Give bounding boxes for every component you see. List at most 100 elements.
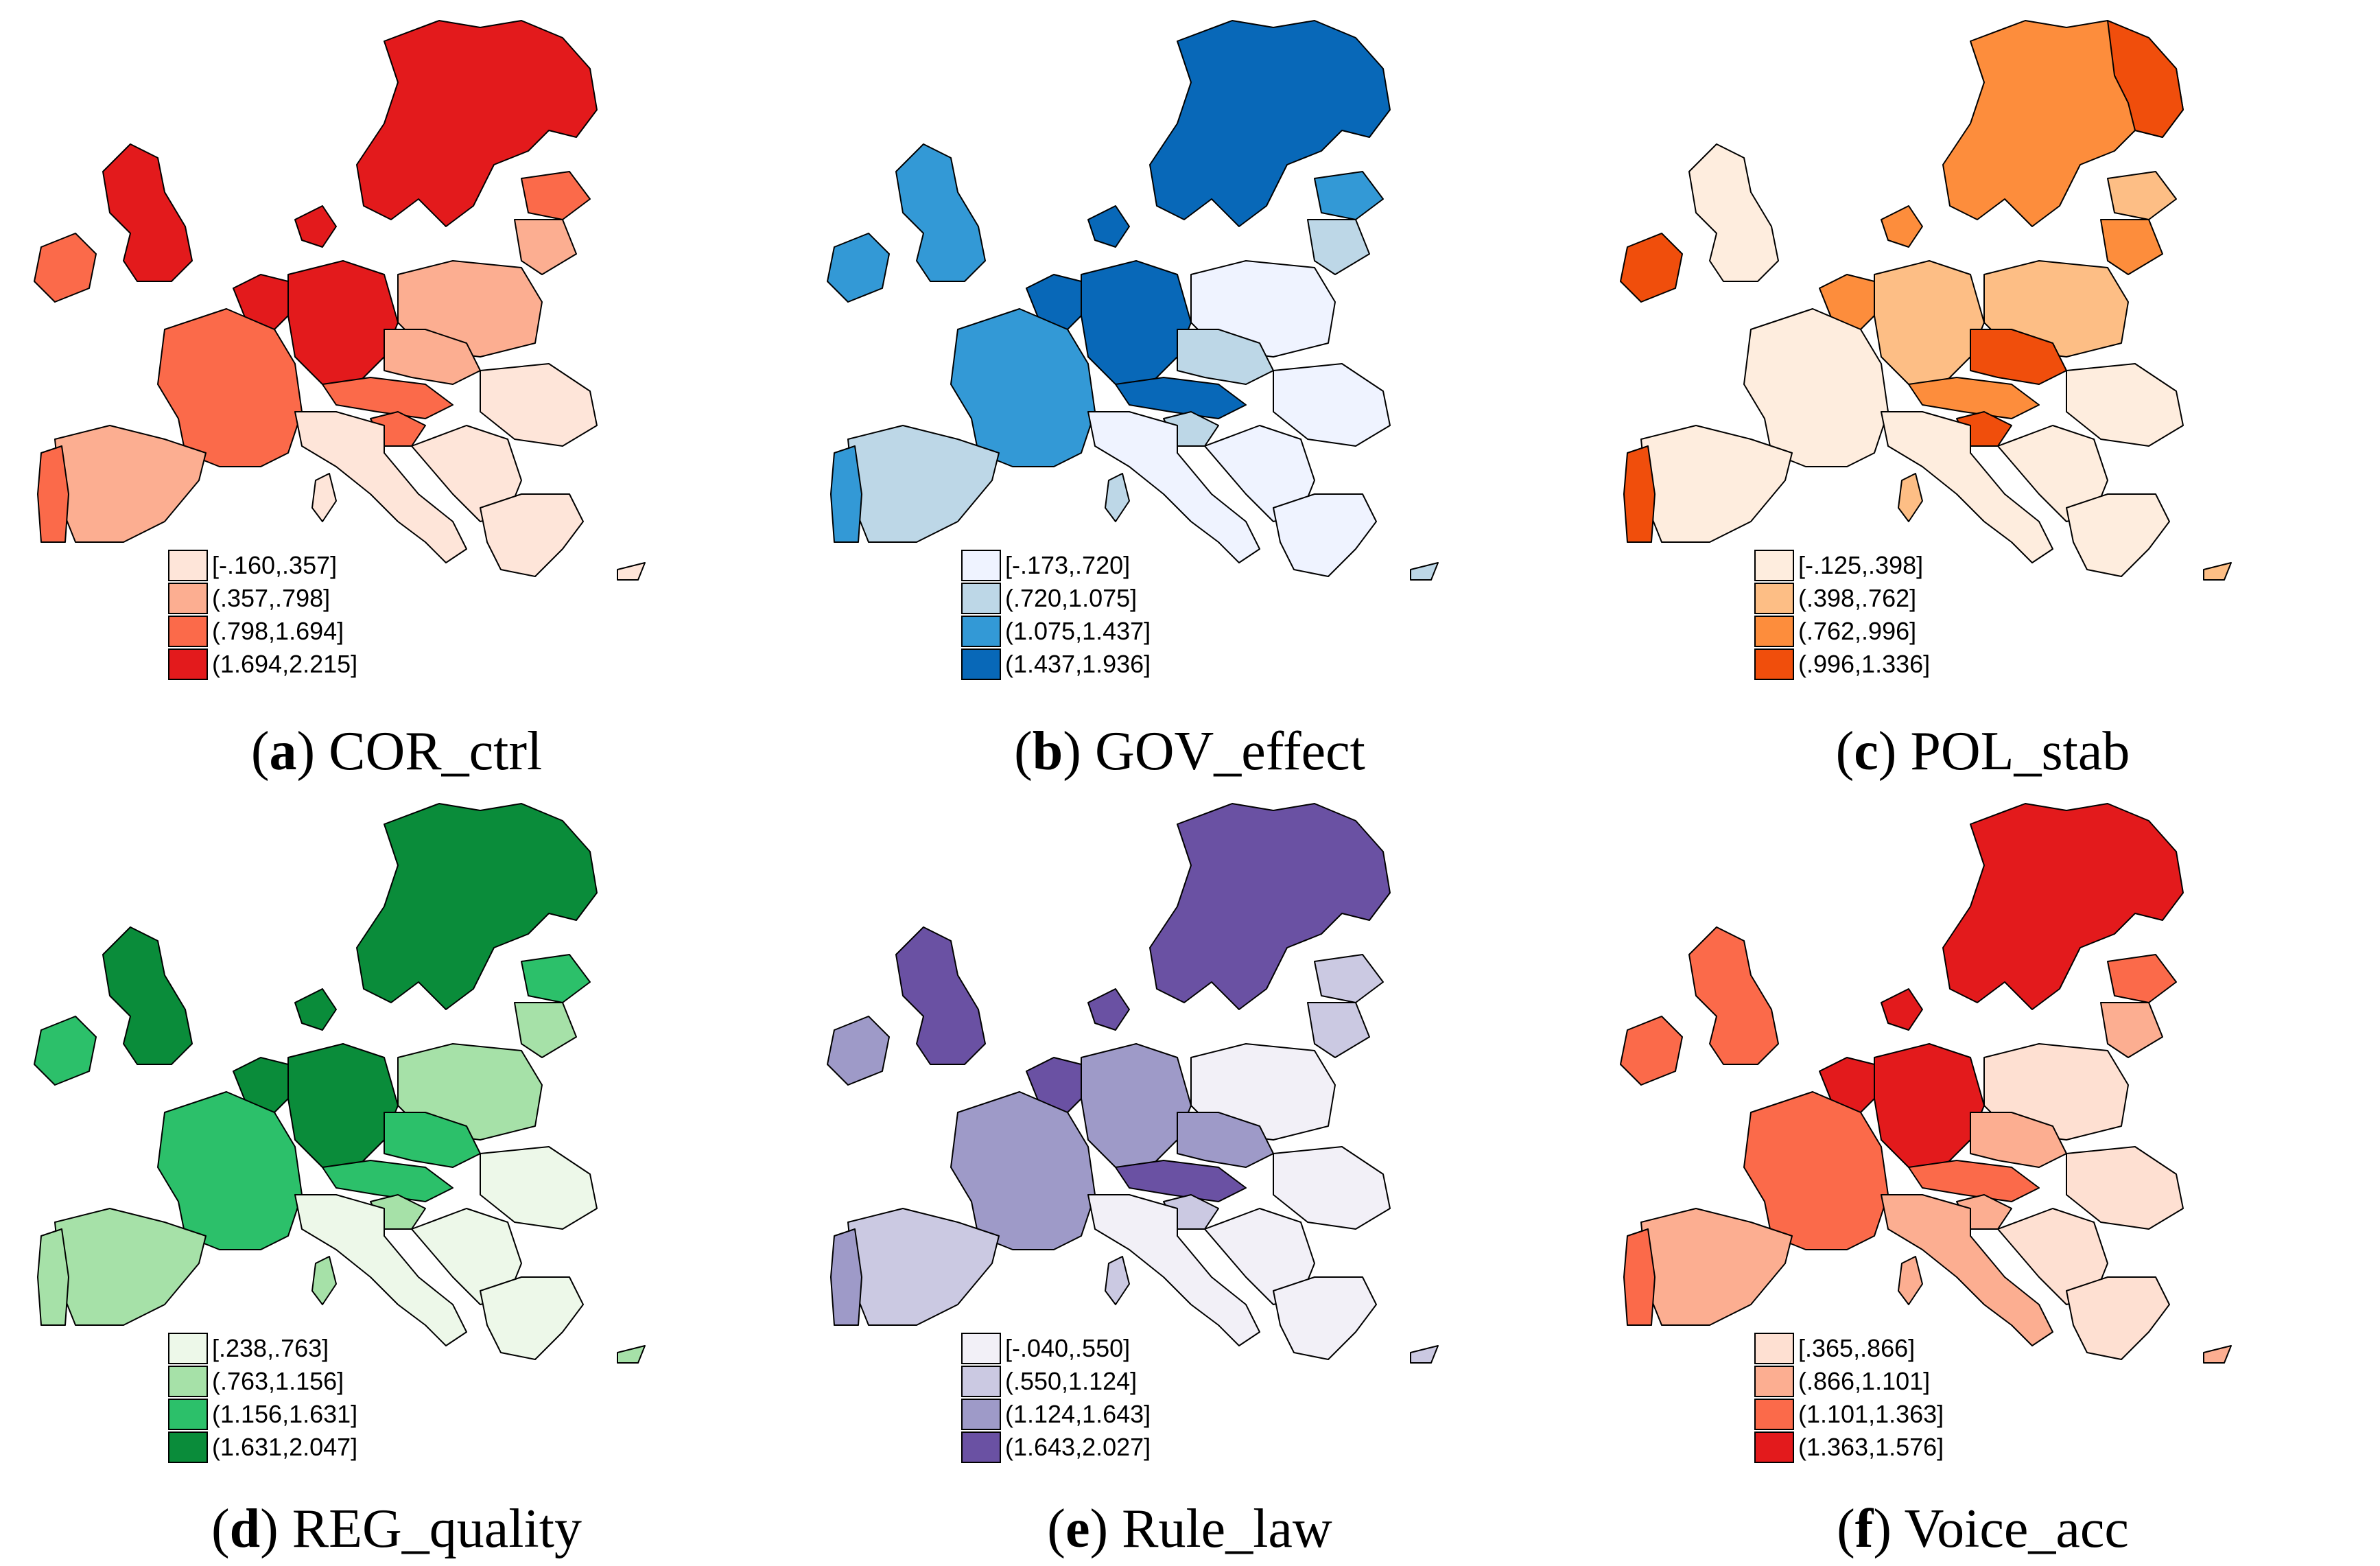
region-romania xyxy=(480,1146,598,1230)
region-iberia xyxy=(54,425,207,543)
legend-row: (1.437,1.936] xyxy=(961,648,1151,681)
map-f xyxy=(1620,803,2232,1364)
region-iberia xyxy=(1640,425,1793,543)
legend-label: (.996,1.336] xyxy=(1798,650,1931,678)
region-greece xyxy=(2066,1276,2170,1360)
legend-swatch xyxy=(961,1399,1001,1430)
legend-c: [-.125,.398] (.398,.762] (.762,.996] (.996,… xyxy=(1754,549,1930,681)
region-austria xyxy=(322,1160,453,1202)
region-nordic xyxy=(1942,803,2184,1010)
region-central xyxy=(1177,1112,1274,1168)
legend-swatch xyxy=(961,648,1001,680)
legend-row: (1.631,2.047] xyxy=(168,1431,357,1464)
legend-row: [.365,.866] xyxy=(1754,1332,1944,1365)
region-islands xyxy=(311,1256,646,1364)
region-germany xyxy=(1874,1043,1985,1168)
region-portugal xyxy=(830,445,862,543)
region-baltics_n xyxy=(2107,171,2177,220)
region-denmark xyxy=(1881,988,1923,1031)
legend-row: [-.160,.357] xyxy=(168,549,357,582)
region-iberia xyxy=(847,1208,1000,1326)
legend-swatch xyxy=(1754,616,1794,647)
legend-row: (.798,1.694] xyxy=(168,615,357,648)
legend-label: (1.643,2.027] xyxy=(1005,1433,1151,1461)
region-islands xyxy=(1105,473,1439,581)
legend-label: (.550,1.124] xyxy=(1005,1367,1138,1395)
panel-b: [-.173,.720] (.720,1.075] (1.075,1.437] (1.… xyxy=(793,0,1586,783)
region-central xyxy=(1177,329,1274,385)
legend-label: (1.694,2.215] xyxy=(212,650,358,678)
legend-swatch xyxy=(168,1333,208,1364)
region-central xyxy=(384,329,481,385)
region-portugal xyxy=(1623,1228,1656,1326)
region-italy xyxy=(294,411,467,563)
region-finland xyxy=(2107,20,2184,138)
legend-row: (.357,.798] xyxy=(168,582,357,615)
region-denmark xyxy=(1087,205,1130,248)
region-italy xyxy=(1881,411,2053,563)
legend-row: (1.124,1.643] xyxy=(961,1398,1151,1431)
region-portugal xyxy=(830,1228,862,1326)
region-romania xyxy=(2066,363,2184,447)
legend-label: (1.363,1.576] xyxy=(1798,1433,1944,1461)
legend-label: (1.437,1.936] xyxy=(1005,650,1151,678)
legend-row: (1.101,1.363] xyxy=(1754,1398,1944,1431)
legend-swatch xyxy=(1754,648,1794,680)
caption-f: (f) Voice_acc xyxy=(1837,1499,2129,1559)
region-austria xyxy=(1115,377,1247,419)
legend-swatch xyxy=(168,583,208,614)
map-b xyxy=(827,20,1439,581)
region-greece xyxy=(2066,493,2170,577)
region-iberia xyxy=(54,1208,207,1326)
legend-label: [-.160,.357] xyxy=(212,551,338,579)
legend-swatch xyxy=(168,1399,208,1430)
caption-d: (d) REG_quality xyxy=(211,1499,582,1559)
region-france xyxy=(1743,1091,1889,1250)
region-nordic xyxy=(1149,803,1391,1010)
legend-swatch xyxy=(961,583,1001,614)
legend-label: [-.173,.720] xyxy=(1005,551,1131,579)
panel-e: [-.040,.550] (.550,1.124] (1.124,1.643] (1.… xyxy=(793,783,1586,1566)
region-baltics_s xyxy=(514,1002,577,1058)
region-islands xyxy=(1898,1256,2232,1364)
region-denmark xyxy=(294,988,337,1031)
legend-swatch xyxy=(961,1333,1001,1364)
region-uk xyxy=(895,143,986,282)
region-nordic xyxy=(1149,20,1391,227)
region-austria xyxy=(322,377,453,419)
region-germany xyxy=(1081,1043,1192,1168)
legend-swatch xyxy=(168,648,208,680)
region-austria xyxy=(1908,377,2040,419)
legend-swatch xyxy=(961,1366,1001,1397)
legend-label: (1.075,1.437] xyxy=(1005,617,1151,645)
region-baltics_n xyxy=(521,954,591,1003)
region-baltics_s xyxy=(2100,1002,2163,1058)
region-germany xyxy=(1081,260,1192,385)
legend-row: (1.156,1.631] xyxy=(168,1398,357,1431)
caption-c: (c) POL_stab xyxy=(1835,721,2130,782)
region-uk xyxy=(1688,926,1779,1065)
region-italy xyxy=(294,1194,467,1346)
legend-label: (.720,1.075] xyxy=(1005,584,1138,612)
region-romania xyxy=(1273,1146,1391,1230)
region-ireland xyxy=(827,233,890,303)
legend-label: [.238,.763] xyxy=(212,1334,329,1362)
region-baltics_n xyxy=(2107,954,2177,1003)
legend-swatch xyxy=(961,550,1001,581)
legend-e: [-.040,.550] (.550,1.124] (1.124,1.643] (1.… xyxy=(961,1332,1151,1464)
legend-label: (.762,.996] xyxy=(1798,617,1917,645)
region-central xyxy=(1970,329,2067,385)
region-france xyxy=(950,1091,1096,1250)
legend-b: [-.173,.720] (.720,1.075] (1.075,1.437] (1.… xyxy=(961,549,1151,681)
region-baltics_s xyxy=(2100,219,2163,275)
legend-swatch xyxy=(1754,550,1794,581)
region-uk xyxy=(1688,143,1779,282)
legend-label: [.365,.866] xyxy=(1798,1334,1916,1362)
region-baltics_n xyxy=(1314,954,1384,1003)
region-italy xyxy=(1087,411,1260,563)
region-italy xyxy=(1087,1194,1260,1346)
legend-swatch xyxy=(1754,1399,1794,1430)
legend-swatch xyxy=(168,1431,208,1463)
region-portugal xyxy=(37,1228,69,1326)
panel-f: [.365,.866] (.866,1.101] (1.101,1.363] (1.3… xyxy=(1586,783,2379,1566)
